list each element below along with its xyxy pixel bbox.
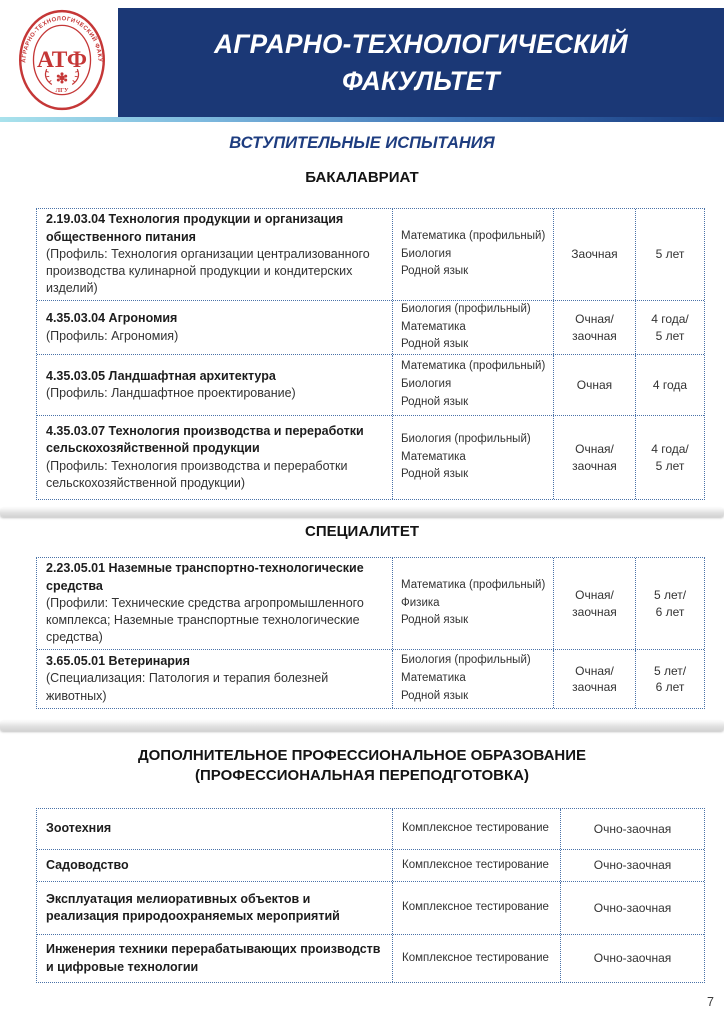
exams-cell: Биология (профильный) Математика Родной …	[393, 416, 554, 499]
table-row: Инженерия техники перерабатывающих произ…	[37, 935, 704, 982]
duration-cell: 4 года/ 5 лет	[651, 442, 689, 473]
study-form-cell: Очно-заочная	[593, 951, 672, 966]
program-name: 2.23.05.01 Наземные транспортно-технолог…	[46, 561, 364, 593]
page-title-line1: АГРАРНО-ТЕХНОЛОГИЧЕСКИЙ	[214, 28, 628, 59]
program-profile: (Профиль: Агрономия)	[46, 328, 179, 343]
logo-center-text: АТФ	[37, 47, 87, 73]
duration-cell: 4 года/ 5 лет	[651, 312, 689, 343]
program-cell: Эксплуатация мелиоративных объектов и ре…	[37, 882, 393, 934]
heading-bachelor: БАКАЛАВРИАТ	[305, 169, 419, 186]
page-title: АГРАРНО-ТЕХНОЛОГИЧЕСКИЙ ФАКУЛЬТЕТ	[127, 26, 715, 100]
study-form-cell: Очная/ заочная	[554, 301, 636, 354]
program-name: Зоотехния	[46, 821, 112, 836]
exams-cell: Математика (профильный) Физика Родной яз…	[393, 558, 554, 649]
table-row: 2.23.05.01 Наземные транспортно-технолог…	[37, 558, 704, 650]
exams-cell: Биология (профильный) Математика Родной …	[393, 301, 554, 354]
program-profile: (Специализация: Патология и терапия боле…	[46, 671, 329, 703]
section-divider	[0, 721, 724, 731]
table-dpo: Зоотехния Комплексное тестирование Очно-за…	[36, 808, 705, 983]
table-row: 4.35.03.04 Агрономия (Профиль: Агрономия)…	[37, 301, 704, 355]
duration-cell: 5 лет/ 6 лет	[653, 663, 687, 694]
program-cell: 2.19.03.04 Технология продукции и органи…	[37, 209, 393, 300]
duration-cell: 4 года	[652, 377, 688, 392]
study-form-cell: Очно-заочная	[593, 858, 672, 873]
table-row: 4.35.03.07 Технология производства и пер…	[37, 416, 704, 499]
exam-cell: Комплексное тестирование	[393, 882, 561, 934]
heading-specialist: СПЕЦИАЛИТЕТ	[304, 523, 419, 540]
table-bachelor: 2.19.03.04 Технология продукции и органи…	[36, 208, 705, 500]
program-name: 4.35.03.07 Технология производства и пер…	[46, 424, 364, 456]
program-cell: Зоотехния	[37, 809, 393, 849]
study-form-cell: Очно-заочная	[593, 900, 672, 915]
faculty-logo: АГРАРНО-ТЕХНОЛОГИЧЕСКИЙ ФАКУЛЬТЕТ АТФ ЛГ…	[6, 1, 116, 116]
program-profile: (Профиль: Технология организации централ…	[46, 246, 370, 296]
header-gradient-rule	[0, 117, 724, 122]
program-name: 4.35.03.05 Ландшафтная архитектура	[46, 368, 276, 383]
program-name: Эксплуатация мелиоративных объектов и ре…	[46, 891, 340, 923]
table-specialist: 2.23.05.01 Наземные транспортно-технолог…	[36, 557, 705, 709]
logo-emblem-icon	[44, 68, 80, 85]
exams-cell: Математика (профильный) Биология Родной …	[393, 209, 554, 300]
exam-cell: Комплексное тестирование	[393, 850, 561, 881]
table-row: 3.65.05.01 Ветеринария (Специализация: Па…	[37, 650, 704, 708]
page-number: 7	[707, 995, 714, 1009]
study-form-cell: Очная	[554, 355, 636, 415]
table-row: Эксплуатация мелиоративных объектов и ре…	[37, 882, 704, 935]
duration-cell: 5 лет/ 6 лет	[653, 588, 687, 619]
subtitle-entrance-exams: ВСТУПИТЕЛЬНЫЕ ИСПЫТАНИЯ	[229, 134, 495, 152]
study-form-cell: Очная/ заочная	[554, 416, 636, 499]
program-cell: 4.35.03.04 Агрономия (Профиль: Агрономия)	[37, 301, 393, 354]
faculty-seal-icon: АГРАРНО-ТЕХНОЛОГИЧЕСКИЙ ФАКУЛЬТЕТ АТФ ЛГ…	[6, 1, 105, 111]
table-row: 4.35.03.05 Ландшафтная архитектура (Профи…	[37, 355, 704, 416]
exams-cell: Математика (профильный) Биология Родной …	[393, 355, 554, 415]
heading-dpo-line1: ДОПОЛНИТЕЛЬНОЕ ПРОФЕССИОНАЛЬНОЕ ОБРАЗОВА…	[137, 747, 587, 764]
study-form-cell: Очная/ заочная	[554, 558, 636, 649]
exams-cell: Биология (профильный) Математика Родной …	[393, 650, 554, 708]
study-form-cell: Заочная	[554, 209, 636, 300]
program-name: Садоводство	[46, 857, 129, 872]
heading-dpo: ДОПОЛНИТЕЛЬНОЕ ПРОФЕССИОНАЛЬНОЕ ОБРАЗОВА…	[0, 746, 724, 786]
program-cell: 2.23.05.01 Наземные транспортно-технолог…	[37, 558, 393, 649]
program-cell: 4.35.03.07 Технология производства и пер…	[37, 416, 393, 499]
program-profile: (Профиль: Ландшафтное проектирование)	[46, 386, 296, 400]
section-divider	[0, 508, 724, 517]
program-name: Инженерия техники перерабатывающих произ…	[46, 942, 381, 974]
exam-cell: Комплексное тестирование	[393, 809, 561, 849]
program-profile: (Профили: Технические средства агропромы…	[46, 595, 364, 645]
table-row: Садоводство Комплексное тестирование Очно-…	[37, 850, 704, 882]
page-title-line2: ФАКУЛЬТЕТ	[342, 65, 500, 96]
program-cell: 3.65.05.01 Ветеринария (Специализация: Па…	[37, 650, 393, 708]
program-cell: Инженерия техники перерабатывающих произ…	[37, 935, 393, 982]
program-cell: Садоводство	[37, 850, 393, 881]
program-cell: 4.35.03.05 Ландшафтная архитектура (Профи…	[37, 355, 393, 415]
study-form-cell: Очно-заочная	[593, 821, 672, 836]
heading-dpo-line2: (ПРОФЕССИОНАЛЬНАЯ ПЕРЕПОДГОТОВКА)	[195, 767, 529, 784]
program-profile: (Профиль: Технология производства и пере…	[46, 458, 348, 490]
program-name: 4.35.03.04 Агрономия	[46, 311, 178, 326]
program-name: 2.19.03.04 Технология продукции и органи…	[46, 212, 344, 244]
program-name: 3.65.05.01 Ветеринария	[46, 654, 190, 669]
exam-cell: Комплексное тестирование	[393, 935, 561, 982]
duration-cell: 5 лет	[655, 247, 685, 262]
header-banner: АГРАРНО-ТЕХНОЛОГИЧЕСКИЙ ФАКУЛЬТЕТ	[118, 8, 724, 117]
table-row: 2.19.03.04 Технология продукции и органи…	[37, 209, 704, 301]
study-form-cell: Очная/ заочная	[554, 650, 636, 708]
logo-bottom-text: ЛГУ	[56, 88, 69, 94]
table-row: Зоотехния Комплексное тестирование Очно-за…	[37, 809, 704, 850]
